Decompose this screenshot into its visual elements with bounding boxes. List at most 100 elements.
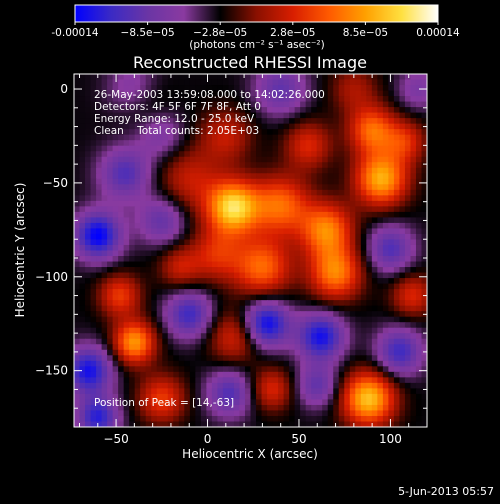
heatmap-cell	[118, 377, 125, 384]
heatmap-cell	[162, 74, 169, 81]
heatmap-cell	[244, 322, 252, 329]
heatmap-cell	[366, 118, 373, 125]
heatmap-cell	[399, 344, 406, 351]
heatmap-cell	[112, 261, 119, 268]
heatmap-cell	[206, 96, 213, 103]
heatmap-cell	[322, 178, 329, 185]
heatmap-cell	[178, 289, 185, 296]
heatmap-cell	[415, 167, 423, 174]
heatmap-cell	[267, 294, 274, 301]
heatmap-cell	[388, 222, 395, 230]
heatmap-cell	[355, 112, 362, 119]
heatmap-cell	[173, 244, 180, 252]
heatmap-cell	[399, 178, 406, 185]
heatmap-cell	[129, 294, 136, 301]
heatmap-cell	[162, 107, 169, 114]
heatmap-cell	[107, 371, 114, 378]
heatmap-cell	[206, 294, 213, 301]
heatmap-cell	[322, 355, 329, 362]
heatmap-cell	[382, 344, 389, 351]
heatmap-cell	[366, 101, 373, 108]
x-tick-label: −50	[103, 432, 128, 446]
heatmap-cell	[90, 388, 97, 395]
heatmap-cell	[211, 156, 219, 163]
heatmap-cell	[123, 366, 130, 373]
heatmap-cell	[206, 74, 213, 81]
heatmap-cell	[327, 244, 334, 252]
heatmap-cell	[85, 184, 92, 191]
heatmap-cell	[327, 360, 334, 367]
heatmap-cell	[244, 366, 252, 373]
heatmap-cell	[415, 333, 423, 340]
heatmap-cell	[189, 211, 196, 219]
heatmap-cell	[393, 90, 401, 97]
heatmap-cell	[300, 360, 307, 367]
heatmap-cell	[360, 107, 367, 114]
heatmap-cell	[79, 129, 86, 136]
heatmap-cell	[256, 74, 263, 81]
heatmap-cell	[90, 404, 97, 412]
heatmap-cell	[200, 184, 207, 191]
heatmap-cell	[327, 256, 334, 263]
heatmap-cell	[173, 129, 180, 136]
heatmap-cell	[184, 377, 191, 384]
heatmap-cell	[167, 129, 174, 136]
heatmap-cell	[195, 211, 202, 219]
heatmap-cell	[134, 118, 141, 125]
heatmap-cell	[184, 239, 191, 246]
heatmap-cell	[294, 107, 301, 114]
heatmap-cell	[382, 410, 389, 417]
heatmap-cell	[371, 382, 378, 389]
heatmap-cell	[79, 278, 86, 285]
heatmap-cell	[101, 167, 108, 174]
heatmap-cell	[349, 399, 356, 406]
heatmap-cell	[228, 289, 235, 296]
heatmap-cell	[415, 178, 423, 185]
heatmap-cell	[360, 85, 367, 92]
heatmap-cell	[322, 250, 329, 257]
heatmap-cell	[267, 222, 274, 230]
heatmap-cell	[415, 156, 423, 163]
heatmap-cell	[195, 377, 202, 384]
heatmap-cell	[162, 156, 169, 163]
heatmap-cell	[294, 333, 301, 340]
heatmap-cell	[107, 145, 114, 152]
heatmap-cell	[344, 140, 351, 147]
heatmap-cell	[195, 200, 202, 207]
heatmap-cell	[123, 239, 130, 246]
heatmap-cell	[206, 118, 213, 125]
heatmap-cell	[74, 200, 81, 207]
heatmap-cell	[156, 366, 163, 373]
heatmap-cell	[140, 338, 147, 345]
heatmap-cell	[316, 338, 323, 345]
heatmap-cell	[178, 211, 185, 219]
heatmap-cell	[278, 388, 285, 395]
heatmap-cell	[112, 107, 119, 114]
heatmap-cell	[344, 123, 351, 130]
heatmap-cell	[195, 267, 202, 274]
heatmap-cell	[173, 90, 180, 97]
heatmap-cell	[195, 300, 202, 307]
heatmap-cell	[338, 222, 345, 230]
heatmap-cell	[79, 140, 86, 147]
heatmap-cell	[140, 415, 147, 423]
heatmap-cell	[267, 184, 274, 191]
heatmap-cell	[79, 195, 86, 202]
heatmap-cell	[211, 101, 219, 108]
heatmap-cell	[129, 316, 136, 323]
heatmap-cell	[167, 228, 174, 235]
heatmap-cell	[134, 349, 141, 356]
heatmap-cell	[107, 311, 114, 318]
heatmap-cell	[415, 145, 423, 152]
heatmap-cell	[344, 112, 351, 119]
heatmap-cell	[85, 156, 92, 163]
heatmap-cell	[344, 300, 351, 307]
heatmap-cell	[360, 322, 367, 329]
heatmap-cell	[338, 101, 345, 108]
heatmap-cell	[178, 74, 185, 81]
heatmap-cell	[107, 178, 114, 185]
heatmap-cell	[217, 294, 224, 301]
heatmap-cell	[96, 333, 103, 340]
heatmap-cell	[90, 79, 97, 86]
heatmap-cell	[256, 261, 263, 268]
